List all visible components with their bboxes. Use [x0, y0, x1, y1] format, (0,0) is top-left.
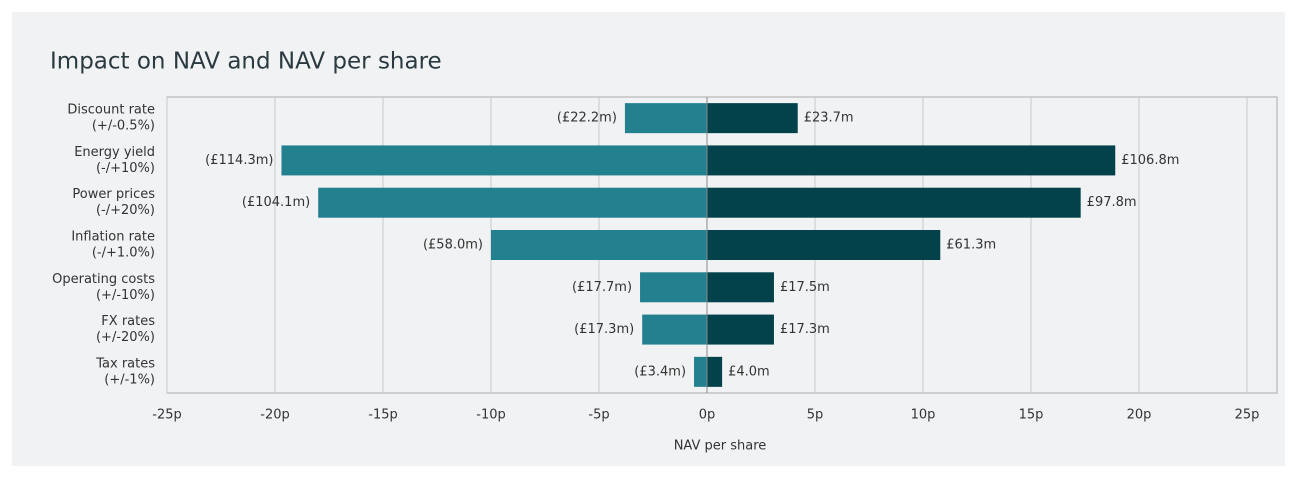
x-tick-label: 20p — [1127, 408, 1152, 423]
data-label: (£3.4m) — [634, 364, 686, 379]
bar — [694, 356, 707, 387]
bar — [642, 314, 707, 345]
data-label: £106.8m — [1121, 153, 1179, 168]
data-label: (£104.1m) — [242, 195, 310, 210]
data-label: (£114.3m) — [205, 153, 273, 168]
y-tick-label: (-/+10%) — [96, 161, 155, 176]
x-axis-label: NAV per share — [674, 439, 767, 454]
data-label: (£17.7m) — [572, 280, 632, 295]
x-tick-label: -25p — [152, 408, 182, 423]
x-tick-label: 10p — [911, 408, 936, 423]
bar — [707, 230, 941, 260]
x-tick-label: -20p — [260, 408, 290, 423]
bar — [707, 314, 774, 345]
y-tick-label: Tax rates — [95, 356, 155, 371]
bar — [640, 272, 707, 303]
data-label: (£58.0m) — [423, 238, 483, 253]
x-tick-label: 0p — [699, 408, 716, 423]
y-tick-label: (-/+20%) — [96, 203, 155, 218]
x-tick-label: 5p — [807, 408, 824, 423]
y-tick-label: Power prices — [72, 187, 155, 202]
y-tick-label: Energy yield — [74, 145, 155, 160]
bar — [707, 187, 1081, 218]
y-tick-label: Inflation rate — [71, 230, 155, 245]
x-tick-label: -10p — [476, 408, 506, 423]
data-label: £23.7m — [804, 111, 854, 126]
chart-title: Impact on NAV and NAV per share — [50, 49, 442, 75]
bar — [707, 272, 774, 303]
y-tick-label: (+/-20%) — [96, 330, 155, 345]
bar — [491, 230, 707, 260]
y-tick-label: (+/-1%) — [104, 372, 155, 387]
data-label: £4.0m — [728, 364, 770, 379]
y-tick-label: (+/-10%) — [96, 288, 155, 303]
bar — [707, 103, 798, 134]
bar — [318, 187, 707, 218]
bar — [707, 145, 1116, 176]
y-tick-label: Discount rate — [67, 103, 155, 118]
y-tick-label: Operating costs — [52, 272, 155, 287]
data-label: £17.3m — [780, 322, 830, 337]
x-tick-label: -15p — [368, 408, 398, 423]
data-label: £17.5m — [780, 280, 830, 295]
bar — [707, 356, 723, 387]
data-label: £97.8m — [1087, 195, 1137, 210]
x-tick-label: -5p — [588, 408, 609, 423]
bar — [624, 103, 707, 134]
x-tick-label: 25p — [1235, 408, 1260, 423]
y-tick-label: FX rates — [101, 314, 155, 329]
data-label: (£17.3m) — [574, 322, 634, 337]
y-tick-label: (+/-0.5%) — [92, 119, 155, 134]
x-tick-label: 15p — [1019, 408, 1044, 423]
data-label: (£22.2m) — [557, 111, 617, 126]
data-label: £61.3m — [946, 238, 996, 253]
y-tick-label: (-/+1.0%) — [92, 246, 155, 261]
bar — [281, 145, 707, 176]
